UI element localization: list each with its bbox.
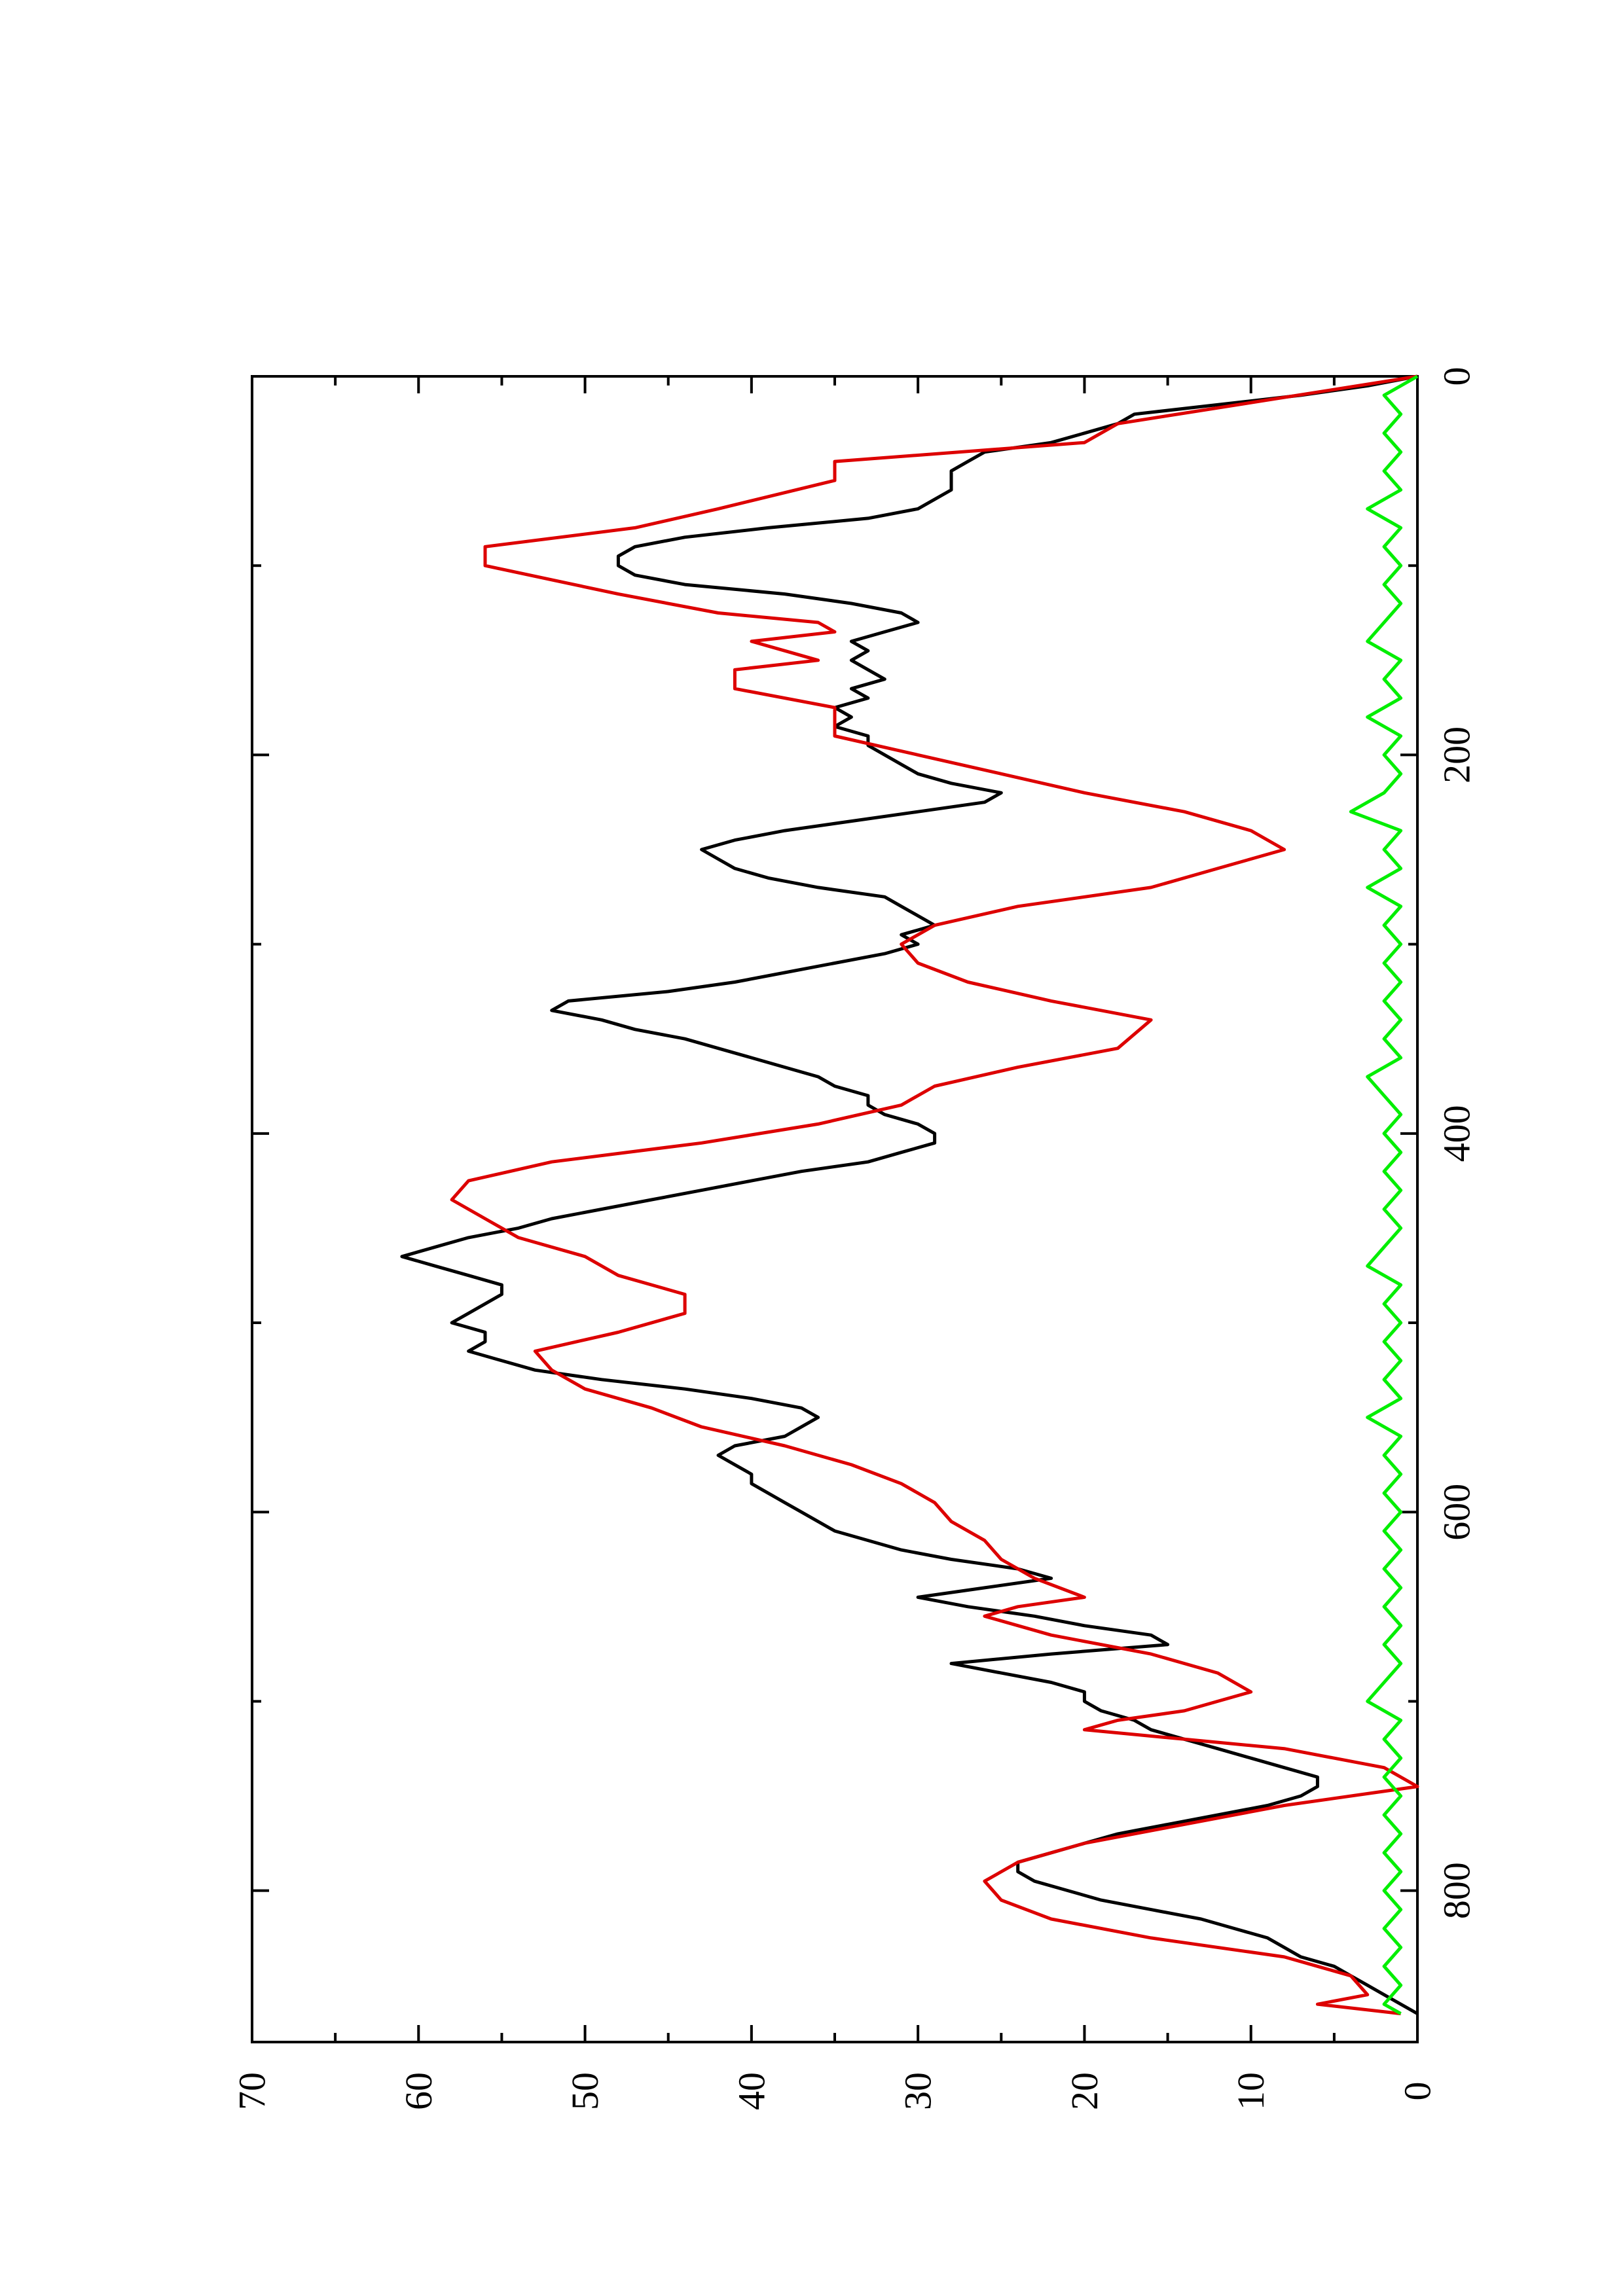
y-tick-label: 40 [730,2072,773,2110]
series-black-line [400,374,1419,2015]
x-tick-label: 600 [1436,1484,1478,1541]
y-tick-label: 30 [897,2072,939,2110]
tick-labels: 0 200 400 600 800 0 10 20 30 40 50 60 70 [231,367,1478,2111]
series-lines [400,374,1419,2016]
x-tick-label: 200 [1436,726,1478,783]
y-tick-label: 20 [1063,2072,1106,2110]
y-tick-label: 70 [231,2072,274,2110]
x-tick-label: 400 [1436,1105,1478,1162]
ticks [251,375,1419,2042]
y-tick-label: 60 [397,2072,440,2110]
series-red-line [450,374,1419,2016]
x-tick-label: 0 [1436,367,1478,386]
y-tick-label: 10 [1230,2072,1272,2110]
series-green-line [1349,374,1419,2015]
plot-frame [251,375,1419,2043]
y-tick-label: 0 [1396,2082,1439,2101]
x-tick-label: 800 [1436,1862,1478,1919]
y-tick-label: 50 [564,2072,606,2110]
